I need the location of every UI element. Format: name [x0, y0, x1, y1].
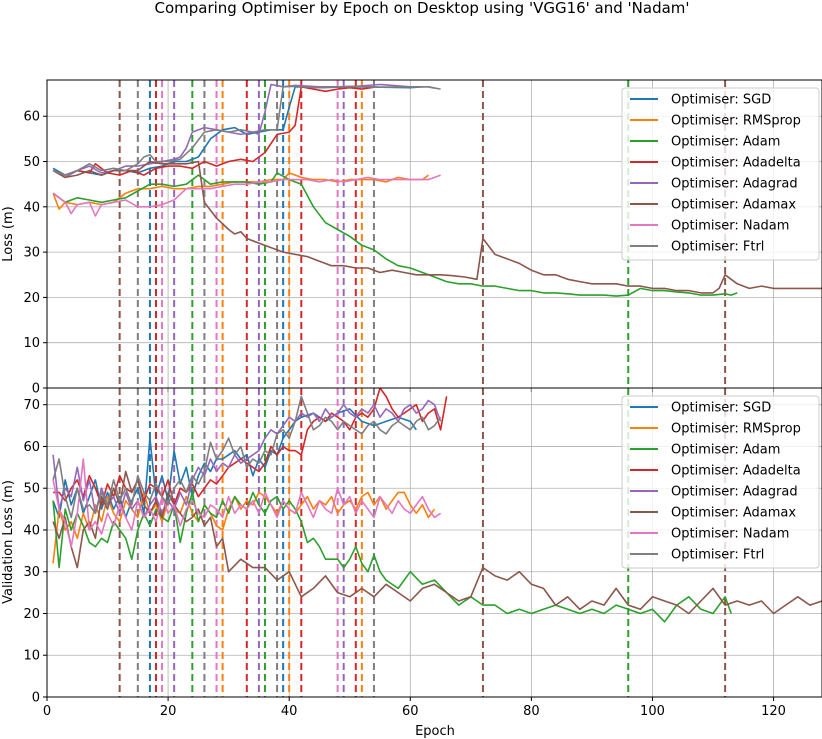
y-axis-label: Loss (m) — [1, 206, 16, 261]
legend-box — [621, 395, 820, 569]
y-tick-label: 60 — [23, 110, 40, 125]
y-tick-label: 10 — [23, 336, 40, 351]
series-line — [53, 388, 448, 506]
series-line — [52, 458, 442, 548]
legend: Optimiser: SGD Optimiser: RMSprop Optimise… — [621, 395, 820, 569]
y-tick-label: 10 — [23, 649, 40, 664]
legend-label: Optimiser: Adadelta — [671, 464, 801, 479]
series-line — [52, 174, 441, 217]
legend-label: Optimiser: Adadelta — [671, 156, 801, 171]
y-tick-label: 40 — [23, 523, 40, 538]
x-tick-label: 0 — [43, 704, 51, 719]
y-tick-label: 60 — [23, 440, 40, 455]
x-axis-label: Epoch — [415, 724, 455, 739]
y-tick-label: 30 — [23, 565, 40, 580]
x-tick-label: 100 — [640, 704, 665, 719]
legend-label: Optimiser: Adagrad — [671, 485, 798, 500]
legend-label: Optimiser: SGD — [671, 93, 771, 108]
y-tick-label: 70 — [23, 398, 40, 413]
legend-box — [621, 87, 820, 261]
y-tick-label: 40 — [23, 200, 40, 215]
figure-title: Comparing Optimiser by Epoch on Desktop … — [154, 0, 689, 17]
legend-label: Optimiser: SGD — [671, 401, 771, 416]
y-tick-label: 50 — [23, 482, 40, 497]
legend-label: Optimiser: Adagrad — [671, 177, 798, 192]
legend-label: Optimiser: Adam — [671, 443, 780, 458]
legend-label: Optimiser: Ftrl — [671, 548, 764, 563]
legend-label: Optimiser: RMSprop — [671, 114, 801, 129]
x-tick-label: 20 — [160, 704, 177, 719]
legend-label: Optimiser: Adamax — [671, 198, 796, 213]
series-line — [52, 491, 732, 623]
y-axis-label: Validation Loss (m) — [1, 480, 16, 604]
series-line — [52, 399, 442, 519]
x-tick-label: 40 — [281, 704, 298, 719]
y-tick-label: 20 — [23, 291, 40, 306]
x-tick-label: 60 — [402, 704, 419, 719]
legend-label: Optimiser: Nadam — [671, 527, 789, 542]
y-tick-label: 20 — [23, 607, 40, 622]
legend-label: Optimiser: RMSprop — [671, 422, 801, 437]
validation-loss-panel: 0 10 20 30 40 50 60 70 0 20 40 60 80 100 120 Validation… — [1, 387, 822, 719]
y-tick-label: 0 — [32, 382, 40, 397]
series-line — [52, 470, 822, 615]
x-tick-label: 80 — [523, 704, 540, 719]
legend-label: Optimiser: Adamax — [671, 506, 796, 521]
y-tick-label: 50 — [23, 155, 40, 170]
legend: Optimiser: SGD Optimiser: RMSprop Optimise… — [621, 87, 820, 261]
series-line — [52, 85, 441, 176]
legend-label: Optimiser: Nadam — [671, 219, 789, 234]
series-line — [52, 172, 738, 297]
legend-label: Optimiser: Ftrl — [671, 240, 764, 255]
y-tick-label: 30 — [23, 246, 40, 261]
legend-label: Optimiser: Adam — [671, 135, 780, 150]
series-line — [52, 395, 442, 519]
x-tick-label: 120 — [761, 704, 786, 719]
series-line — [52, 160, 822, 294]
series-line — [52, 491, 436, 564]
y-tick-label: 0 — [32, 691, 40, 706]
plot-frame — [46, 387, 822, 698]
